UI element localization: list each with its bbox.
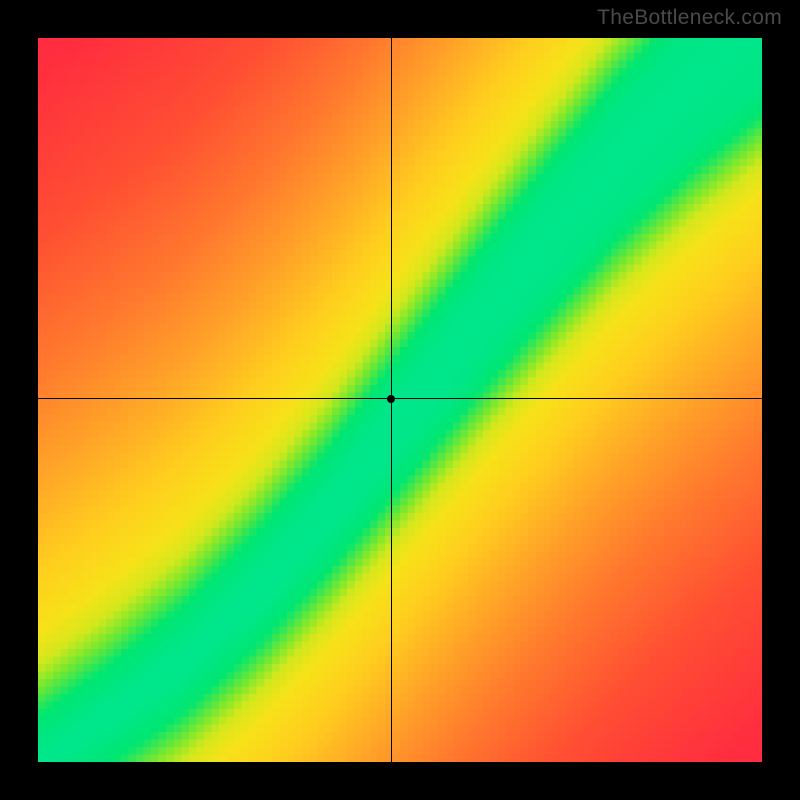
- crosshair-horizontal: [38, 398, 762, 399]
- bottleneck-heatmap: [38, 38, 762, 762]
- crosshair-marker: [387, 395, 395, 403]
- heatmap-canvas: [38, 38, 762, 762]
- watermark: TheBottleneck.com: [597, 6, 782, 30]
